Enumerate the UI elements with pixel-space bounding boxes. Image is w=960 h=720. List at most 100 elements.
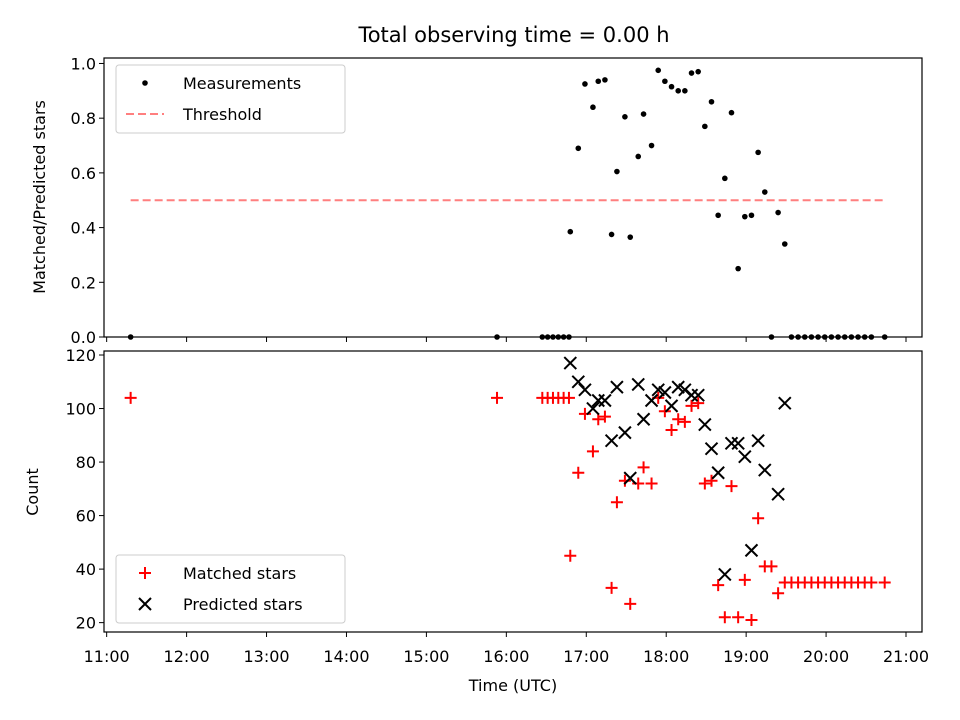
x-tick-label: 11:00 (84, 647, 130, 666)
data-point (618, 425, 632, 440)
data-point (590, 104, 596, 111)
legend-marker (142, 80, 148, 86)
data-point (664, 399, 679, 413)
y-tick-label: 20 (76, 614, 96, 633)
top-legend: Measurements Threshold (115, 64, 346, 134)
data-point (728, 109, 735, 116)
data-point (648, 142, 655, 149)
data-point (610, 496, 623, 509)
x-tick-label: 17:00 (563, 647, 609, 666)
x-tick-label: 20:00 (803, 647, 849, 666)
data-point (608, 231, 615, 238)
x-tick-label: 21:00 (883, 647, 929, 666)
data-point (564, 549, 577, 562)
data-point (623, 471, 637, 485)
chart-title: Total observing time = 0.00 h (357, 23, 669, 47)
data-point (718, 567, 732, 582)
data-point (711, 466, 725, 480)
data-point (695, 68, 701, 75)
legend-label: Measurements (183, 74, 301, 93)
y-tick-label: 60 (76, 507, 96, 526)
data-point (602, 77, 608, 83)
data-point (752, 512, 765, 525)
y-tick-label: 100 (65, 400, 96, 419)
data-point (672, 413, 685, 426)
data-point (735, 265, 741, 272)
bottom-plot-frame (103, 350, 923, 633)
data-point (578, 383, 592, 397)
data-point (640, 111, 647, 117)
legend-marker (138, 597, 152, 611)
data-point (738, 573, 751, 586)
data-point (586, 445, 599, 458)
data-point (725, 480, 738, 493)
data-point (722, 175, 728, 182)
bottom-panel: 20 40 60 80 100 120 11:00 12:00 13:00 14:00 15:00… (23, 346, 929, 666)
data-point (124, 391, 137, 404)
data-point (605, 581, 618, 594)
series-predicted-stars (563, 356, 792, 582)
legend-label: Predicted stars (183, 595, 303, 614)
bottom-legend: Matched stars Predicted stars (115, 554, 346, 624)
data-point (688, 70, 695, 76)
data-point (610, 380, 624, 394)
legend-label: Threshold (182, 105, 262, 124)
data-point (562, 391, 575, 404)
data-point (572, 466, 585, 479)
data-point (491, 391, 504, 404)
y-tick-label: 40 (76, 560, 96, 579)
data-point (691, 388, 705, 402)
data-point (598, 410, 611, 423)
data-point (622, 114, 628, 120)
x-tick-label: 15:00 (403, 647, 449, 666)
data-point (718, 611, 731, 624)
legend-marker (139, 567, 151, 579)
data-point (751, 433, 765, 448)
data-point (604, 433, 619, 448)
data-point (865, 576, 878, 589)
data-point (682, 88, 688, 94)
data-point (705, 474, 718, 487)
data-point (598, 393, 612, 408)
y-tick-label: 0.4 (71, 219, 96, 238)
data-point (878, 576, 891, 589)
legend-box (115, 554, 346, 624)
top-y-axis-label: Matched/Predicted stars (30, 100, 49, 294)
data-point (595, 78, 602, 85)
data-point (775, 209, 781, 216)
data-point (655, 67, 662, 74)
data-point (567, 228, 574, 235)
top-panel: 0.0 0.2 0.4 0.6 0.8 1.0 Matched/Predicted sta… (30, 54, 923, 347)
series-measurements (127, 67, 888, 340)
x-tick-label: 14:00 (323, 647, 369, 666)
data-point (742, 213, 748, 220)
x-tick-label: 19:00 (723, 647, 769, 666)
data-point (698, 417, 712, 432)
data-point (772, 587, 785, 600)
y-tick-label: 80 (76, 453, 96, 472)
data-point (665, 423, 678, 436)
data-point (692, 397, 705, 410)
data-point (582, 81, 588, 87)
x-tick-label: 16:00 (483, 647, 529, 666)
data-point (644, 393, 659, 408)
data-point (675, 88, 681, 94)
data-point (575, 145, 582, 152)
data-point (685, 399, 698, 412)
data-point (627, 234, 634, 240)
data-point (715, 212, 721, 219)
data-point (586, 401, 600, 416)
legend-label: Matched stars (183, 564, 296, 583)
data-point (668, 83, 675, 90)
data-point (758, 463, 772, 477)
data-point (708, 98, 715, 105)
data-point (738, 450, 752, 464)
data-point (636, 412, 651, 426)
data-point (678, 415, 691, 428)
data-point (658, 405, 671, 418)
data-point (637, 461, 650, 474)
data-point (755, 149, 761, 156)
y-tick-label: 0.0 (71, 328, 96, 347)
data-point (704, 441, 719, 456)
